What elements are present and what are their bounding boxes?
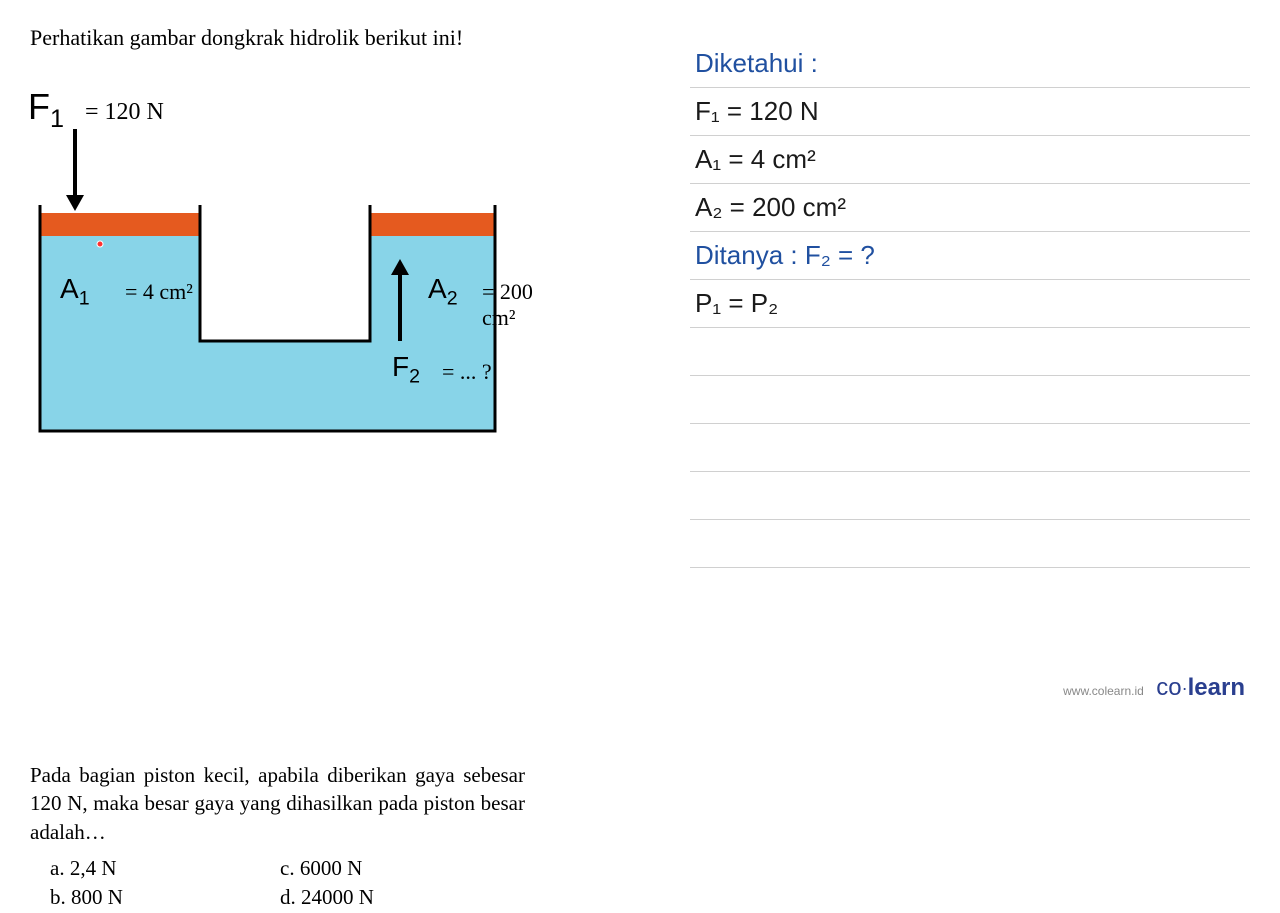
note-line [690, 376, 1250, 424]
a1-symbol: A1 [60, 273, 90, 311]
note-line: Diketahui : [690, 40, 1250, 88]
a2-value: = 200 cm² [482, 279, 550, 331]
instruction-text: Perhatikan gambar dongkrak hidrolik beri… [30, 25, 670, 51]
note-line [690, 520, 1250, 568]
option-d: d. 24000 N [280, 883, 490, 912]
footer-branding: www.colearn.id co·learn [1063, 674, 1245, 702]
footer-url: www.colearn.id [1063, 684, 1144, 698]
a1-value: = 4 cm² [125, 279, 193, 305]
hydraulic-diagram: F1 = 120 N A1 = 4 cm² A2 [30, 81, 550, 401]
note-line: A₁ = 4 cm² [690, 136, 1250, 184]
f2-value: = ... ? [442, 359, 492, 385]
option-c: c. 6000 N [280, 854, 490, 883]
options-row: a. 2,4 N b. 800 N c. 6000 N d. 24000 N [30, 854, 670, 913]
option-b: b. 800 N [50, 883, 260, 912]
note-line: Ditanya : F₂ = ? [690, 232, 1250, 280]
handwritten-notes: Diketahui :F₁ = 120 NA₁ = 4 cm²A₂ = 200 … [690, 25, 1250, 568]
note-line [690, 328, 1250, 376]
question-text: Pada bagian piston kecil, apabila diberi… [30, 761, 525, 846]
f2-symbol: F2 [392, 351, 420, 389]
note-line [690, 472, 1250, 520]
a2-symbol: A2 [428, 273, 458, 311]
option-a: a. 2,4 N [50, 854, 260, 883]
note-line: A₂ = 200 cm² [690, 184, 1250, 232]
note-line: F₁ = 120 N [690, 88, 1250, 136]
footer-logo: co·learn [1156, 674, 1245, 701]
note-line [690, 424, 1250, 472]
diagram-svg [30, 81, 550, 441]
note-line: P₁ = P₂ [690, 280, 1250, 328]
